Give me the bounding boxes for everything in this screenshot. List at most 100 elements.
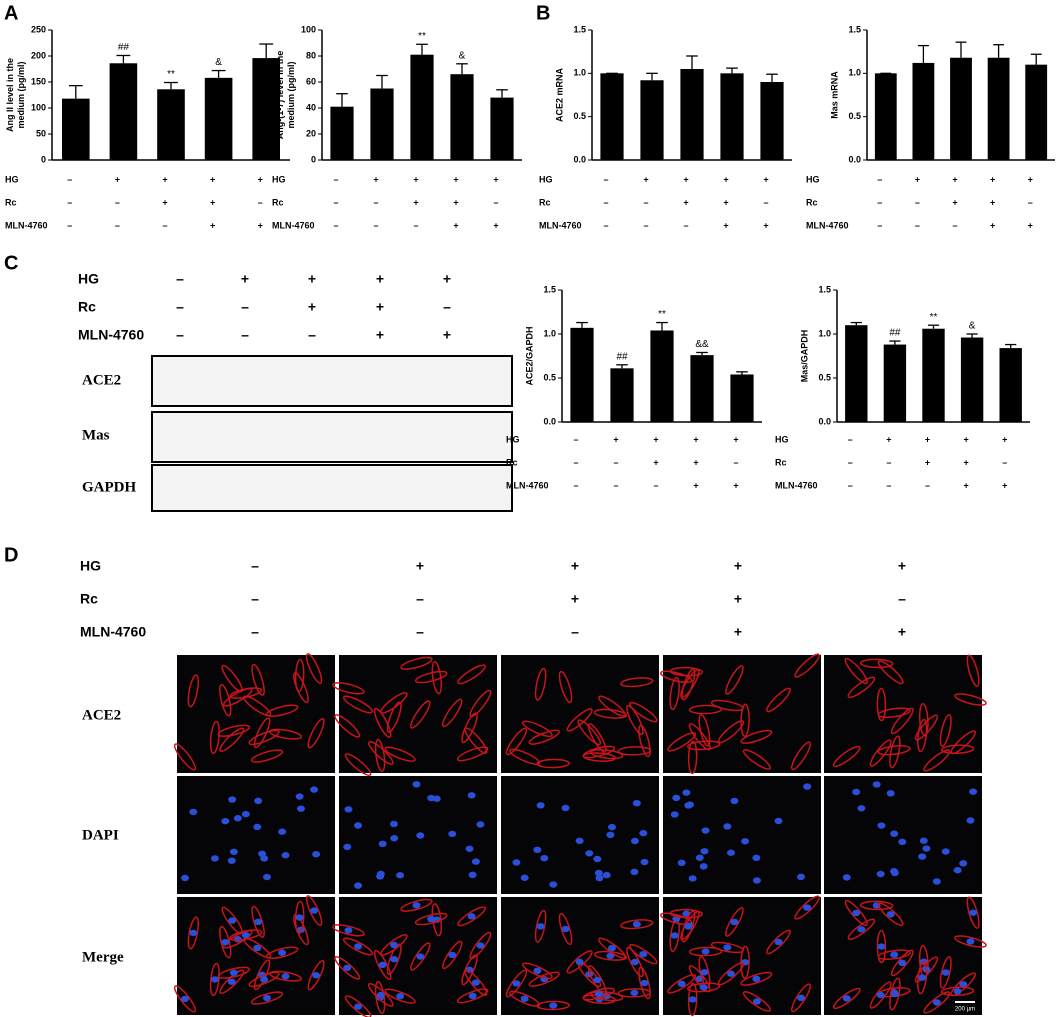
nucleus	[575, 837, 584, 845]
condition-sign: +	[308, 299, 316, 315]
y-tick-label: 0.0	[848, 154, 861, 164]
cell-body	[251, 905, 265, 938]
nucleus	[953, 988, 962, 995]
significance-label: ##	[889, 328, 901, 339]
cell-body	[917, 718, 928, 753]
nucleus	[396, 993, 405, 1000]
cell-body	[582, 745, 616, 759]
condition-sign: –	[733, 457, 738, 467]
condition-sign: –	[573, 480, 578, 490]
cell-body	[869, 981, 892, 1009]
cell-body	[505, 969, 528, 998]
bar	[760, 82, 784, 160]
condition-sign: +	[373, 174, 378, 184]
nucleus	[344, 927, 353, 934]
nucleus	[468, 992, 477, 1000]
condition-sign: +	[925, 457, 930, 467]
nucleus	[932, 999, 941, 1006]
bar	[204, 77, 233, 160]
condition-sign: +	[115, 174, 120, 184]
bar	[730, 374, 754, 422]
condition-sign: +	[453, 174, 458, 184]
condition-sign: –	[683, 220, 688, 230]
condition-label: MLN-4760	[806, 220, 849, 230]
nucleus	[803, 904, 812, 911]
condition-sign: –	[115, 197, 120, 207]
condition-sign: +	[162, 197, 167, 207]
condition-sign: –	[1002, 457, 1007, 467]
cell-body	[400, 898, 433, 912]
y-tick-label: 1.0	[573, 68, 586, 78]
condition-sign: –	[886, 480, 891, 490]
condition-sign: –	[613, 480, 618, 490]
condition-sign: –	[848, 480, 853, 490]
cell-body	[877, 949, 911, 960]
cell-body	[534, 667, 547, 701]
error-bar	[993, 44, 1005, 58]
cell-body	[294, 658, 305, 693]
condition-label: Rc	[78, 299, 96, 315]
cell-body	[457, 664, 487, 685]
condition-label: MLN-4760	[775, 480, 818, 490]
nucleus	[427, 794, 436, 802]
condition-sign: +	[693, 434, 698, 444]
nucleus	[727, 970, 736, 977]
nucleus	[918, 974, 927, 981]
cell-body	[243, 695, 272, 717]
nucleus	[471, 858, 480, 865]
condition-sign: +	[952, 197, 957, 207]
condition-sign: +	[1002, 480, 1007, 490]
nucleus	[512, 980, 521, 987]
nucleus	[640, 858, 649, 866]
condition-label: Rc	[506, 457, 518, 467]
nucleus	[278, 949, 287, 956]
y-tick-label: 0.5	[848, 111, 861, 121]
condition-sign: –	[886, 457, 891, 467]
condition-sign: +	[898, 558, 906, 574]
condition-label: HG	[775, 434, 789, 444]
condition-sign: –	[571, 624, 579, 640]
bar	[640, 80, 664, 160]
nucleus	[354, 943, 363, 950]
cell-body	[209, 962, 220, 997]
nucleus	[796, 873, 805, 881]
nucleus	[730, 918, 739, 926]
nucleus	[606, 952, 615, 960]
condition-sign: –	[67, 174, 72, 184]
cell-body	[794, 653, 820, 678]
bar	[410, 54, 434, 161]
nucleus	[727, 849, 736, 856]
nucleus	[639, 950, 648, 958]
nucleus	[959, 860, 968, 867]
nucleus	[533, 967, 542, 975]
nucleus	[221, 938, 230, 946]
cell-body	[305, 895, 323, 927]
cell-body	[669, 908, 704, 919]
bar	[1025, 64, 1048, 160]
condition-sign: –	[1028, 197, 1033, 207]
nucleus	[969, 909, 978, 916]
nucleus	[594, 990, 603, 998]
error-bar	[116, 54, 131, 64]
nucleus	[378, 961, 387, 969]
nucleus	[210, 855, 219, 862]
condition-sign: +	[898, 624, 906, 640]
nucleus	[852, 909, 861, 917]
condition-label: MLN-4760	[506, 480, 549, 490]
condition-sign: +	[963, 434, 968, 444]
cell-body	[686, 740, 721, 751]
cell-body	[626, 704, 644, 736]
nucleus	[672, 794, 681, 802]
nucleus	[412, 781, 421, 788]
cell-body	[367, 741, 394, 765]
nucleus	[343, 964, 352, 972]
nucleus	[919, 837, 928, 844]
nucleus	[842, 995, 851, 1002]
cell-body	[294, 900, 305, 935]
nucleus	[640, 979, 649, 987]
condition-sign: +	[693, 480, 698, 490]
condition-sign: +	[990, 197, 995, 207]
cell-body	[414, 670, 448, 684]
stain-label: DAPI	[82, 827, 119, 843]
condition-label: MLN-4760	[5, 220, 48, 230]
